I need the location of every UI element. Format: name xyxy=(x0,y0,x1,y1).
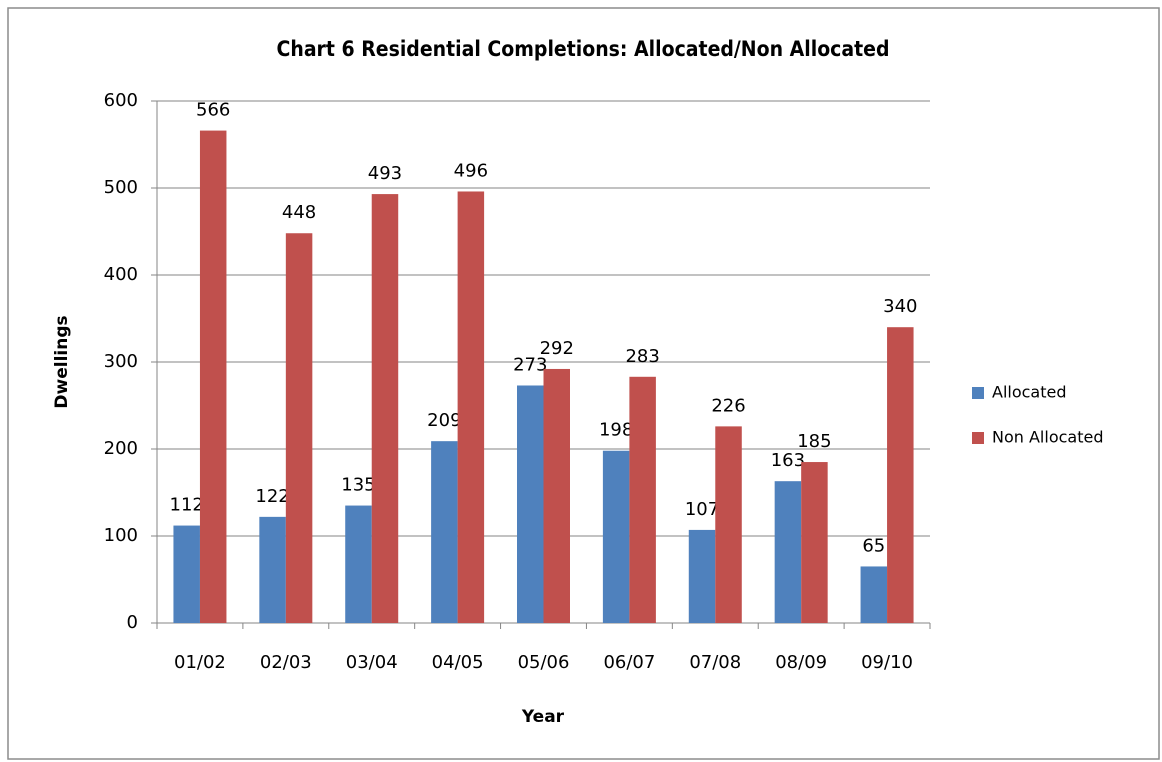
x-tick-label: 09/10 xyxy=(861,652,913,673)
bar xyxy=(345,505,372,623)
data-label: 209 xyxy=(427,410,461,431)
y-tick-label: 500 xyxy=(104,177,138,198)
bar xyxy=(431,441,458,623)
bar xyxy=(887,327,914,623)
bar xyxy=(860,566,888,623)
bar xyxy=(688,529,716,623)
x-tick-label: 02/03 xyxy=(260,652,312,673)
x-tick-label: 06/07 xyxy=(603,652,655,673)
bar xyxy=(602,450,630,623)
bar xyxy=(517,385,544,623)
chart-title: Chart 6 Residential Completions: Allocat… xyxy=(277,37,890,61)
bar xyxy=(371,194,399,623)
x-tick-label: 05/06 xyxy=(518,652,570,673)
x-tick-label: 08/09 xyxy=(775,652,827,673)
data-label: 65 xyxy=(862,535,885,556)
data-label: 226 xyxy=(711,395,745,416)
data-label: 107 xyxy=(685,499,719,520)
data-label: 292 xyxy=(540,338,574,359)
legend-label: Allocated xyxy=(992,383,1067,402)
x-tick-label: 04/05 xyxy=(432,652,484,673)
bar xyxy=(285,233,313,624)
legend-label: Non Allocated xyxy=(992,428,1103,447)
x-tick-label: 03/04 xyxy=(346,652,398,673)
data-label: 163 xyxy=(771,450,805,471)
data-label: 135 xyxy=(341,475,375,496)
y-tick-label: 0 xyxy=(127,612,138,633)
y-tick-label: 600 xyxy=(104,90,138,111)
bar xyxy=(199,130,227,623)
data-label: 283 xyxy=(625,346,659,367)
bar xyxy=(801,462,828,623)
y-tick-label: 400 xyxy=(104,264,138,285)
y-tick-label: 300 xyxy=(104,351,138,372)
data-label: 185 xyxy=(797,431,831,452)
x-tick-label: 01/02 xyxy=(174,652,226,673)
y-axis-label: Dwellings xyxy=(52,315,72,408)
chart-frame xyxy=(7,7,1160,760)
data-label: 493 xyxy=(368,163,402,184)
y-tick-label: 200 xyxy=(104,438,138,459)
bar xyxy=(173,525,200,623)
bar xyxy=(543,368,570,623)
bar xyxy=(715,426,742,623)
data-label: 122 xyxy=(255,486,289,507)
data-label: 340 xyxy=(883,296,917,317)
data-label: 112 xyxy=(170,495,204,516)
data-label: 496 xyxy=(454,160,488,181)
data-label: 273 xyxy=(513,354,547,375)
data-label: 566 xyxy=(196,100,230,121)
bar xyxy=(259,516,286,623)
bar xyxy=(629,376,656,623)
x-axis-label: Year xyxy=(521,707,565,727)
bar xyxy=(774,481,802,623)
y-tick-label: 100 xyxy=(104,525,138,546)
legend-swatch xyxy=(972,432,984,444)
legend-swatch xyxy=(972,387,984,399)
data-label: 198 xyxy=(599,420,633,441)
x-tick-label: 07/08 xyxy=(689,652,741,673)
bar xyxy=(457,191,485,624)
data-label: 448 xyxy=(282,202,316,223)
